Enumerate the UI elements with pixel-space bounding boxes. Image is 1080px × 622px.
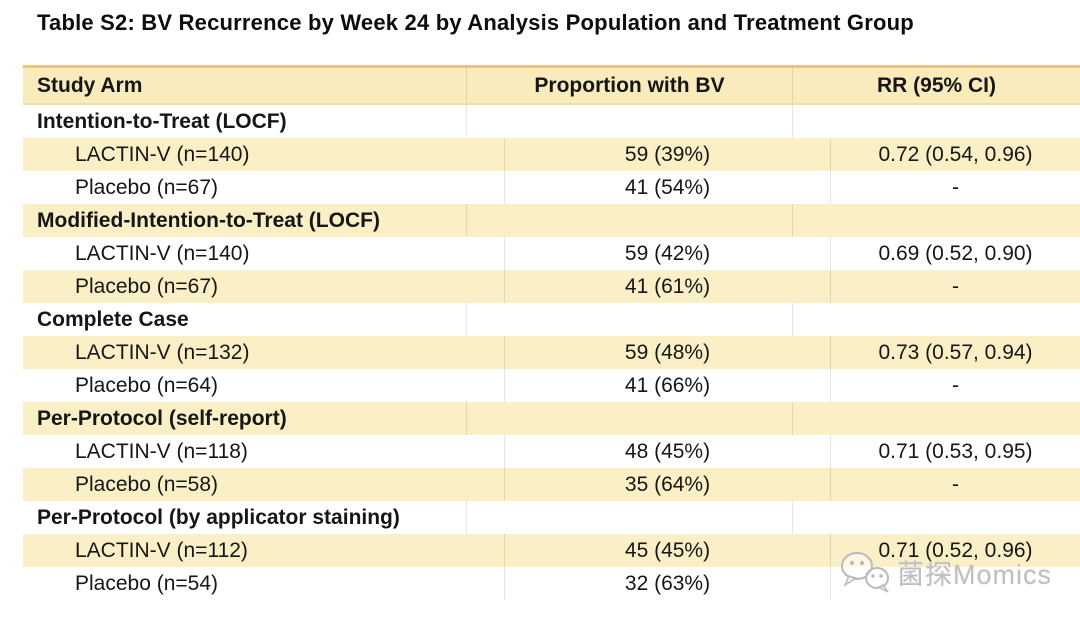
proportion-cell: 45 (45%) xyxy=(504,534,830,567)
rr-cell xyxy=(792,105,1080,138)
proportion-cell xyxy=(466,105,792,138)
column-header-proportion-with-bv: Proportion with BV xyxy=(466,68,792,103)
study-arm-cell: Placebo (n=58) xyxy=(75,472,219,496)
table-body: Intention-to-Treat (LOCF) LACTIN-V (n=14… xyxy=(23,105,1080,600)
study-arm-cell: Placebo (n=64) xyxy=(75,373,219,397)
table-row: LACTIN-V (n=140) 59 (39%) 0.72 (0.54, 0.… xyxy=(23,138,1080,171)
study-arm-cell: Placebo (n=67) xyxy=(75,175,219,199)
study-arm-cell: Placebo (n=54) xyxy=(75,571,219,595)
table-row: LACTIN-V (n=132) 59 (48%) 0.73 (0.57, 0.… xyxy=(23,336,1080,369)
rr-cell xyxy=(830,567,1080,600)
rr-cell xyxy=(792,303,1080,336)
proportion-cell: 48 (45%) xyxy=(504,435,830,468)
study-arm-cell: LACTIN-V (n=132) xyxy=(75,340,250,364)
study-arm-cell: LACTIN-V (n=140) xyxy=(75,241,250,265)
proportion-cell xyxy=(466,303,792,336)
column-header-rr-95-ci: RR (95% CI) xyxy=(792,68,1080,103)
rr-cell: - xyxy=(830,270,1080,303)
rr-cell: 0.73 (0.57, 0.94) xyxy=(830,336,1080,369)
rr-cell: - xyxy=(830,468,1080,501)
rr-cell: 0.72 (0.54, 0.96) xyxy=(830,138,1080,171)
study-arm-cell: Intention-to-Treat (LOCF) xyxy=(37,109,287,133)
section-header-row: Modified-Intention-to-Treat (LOCF) xyxy=(23,204,1080,237)
table-row: LACTIN-V (n=140) 59 (42%) 0.69 (0.52, 0.… xyxy=(23,237,1080,270)
table-row: Placebo (n=64) 41 (66%) - xyxy=(23,369,1080,402)
rr-cell xyxy=(792,501,1080,534)
proportion-cell: 59 (39%) xyxy=(504,138,830,171)
proportion-cell: 41 (66%) xyxy=(504,369,830,402)
study-arm-cell: LACTIN-V (n=140) xyxy=(75,142,250,166)
table-row: Placebo (n=67) 41 (54%) - xyxy=(23,171,1080,204)
rr-cell xyxy=(792,402,1080,435)
column-header-study-arm: Study Arm xyxy=(37,73,143,97)
rr-cell: - xyxy=(830,171,1080,204)
proportion-cell: 41 (61%) xyxy=(504,270,830,303)
study-arm-cell: Modified-Intention-to-Treat (LOCF) xyxy=(37,208,380,232)
proportion-cell xyxy=(466,204,792,237)
study-arm-cell: LACTIN-V (n=112) xyxy=(75,538,248,562)
table-header-row: Study Arm Proportion with BV RR (95% CI) xyxy=(23,68,1080,105)
proportion-cell: 41 (54%) xyxy=(504,171,830,204)
study-arm-cell: LACTIN-V (n=118) xyxy=(75,439,248,463)
rr-cell: 0.71 (0.53, 0.95) xyxy=(830,435,1080,468)
rr-cell: - xyxy=(830,369,1080,402)
table-title: Table S2: BV Recurrence by Week 24 by An… xyxy=(37,10,914,35)
rr-cell xyxy=(792,204,1080,237)
table-row: Placebo (n=58) 35 (64%) - xyxy=(23,468,1080,501)
study-arm-cell: Complete Case xyxy=(37,307,189,331)
study-arm-cell: Placebo (n=67) xyxy=(75,274,219,298)
table-row: Placebo (n=54) 32 (63%) xyxy=(23,567,1080,600)
section-header-row: Complete Case xyxy=(23,303,1080,336)
proportion-cell: 32 (63%) xyxy=(504,567,830,600)
results-table: Study Arm Proportion with BV RR (95% CI)… xyxy=(23,65,1080,600)
proportion-cell: 59 (42%) xyxy=(504,237,830,270)
study-arm-cell: Per-Protocol (by applicator staining) xyxy=(37,505,400,529)
proportion-cell: 59 (48%) xyxy=(504,336,830,369)
section-header-row: Per-Protocol (self-report) xyxy=(23,402,1080,435)
proportion-cell: 35 (64%) xyxy=(504,468,830,501)
section-header-row: Per-Protocol (by applicator staining) xyxy=(23,501,1080,534)
table-row: LACTIN-V (n=118) 48 (45%) 0.71 (0.53, 0.… xyxy=(23,435,1080,468)
table-row: Placebo (n=67) 41 (61%) - xyxy=(23,270,1080,303)
section-header-row: Intention-to-Treat (LOCF) xyxy=(23,105,1080,138)
rr-cell: 0.71 (0.52, 0.96) xyxy=(830,534,1080,567)
proportion-cell xyxy=(466,501,792,534)
table-row: LACTIN-V (n=112) 45 (45%) 0.71 (0.52, 0.… xyxy=(23,534,1080,567)
study-arm-cell: Per-Protocol (self-report) xyxy=(37,406,287,430)
proportion-cell xyxy=(466,402,792,435)
rr-cell: 0.69 (0.52, 0.90) xyxy=(830,237,1080,270)
